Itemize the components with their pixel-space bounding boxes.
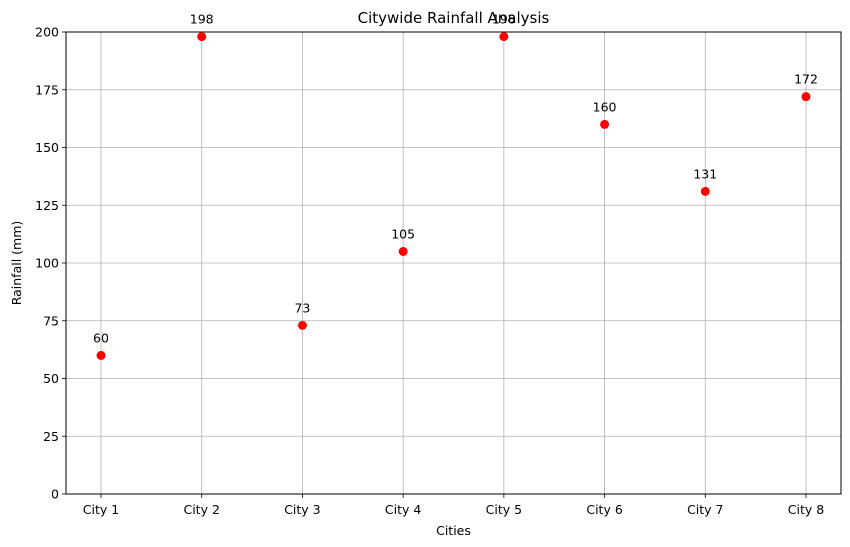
y-tick-label: 75	[43, 313, 59, 328]
data-labels: 60 198 73 105 198 160 131 172	[93, 12, 818, 346]
data-label: 131	[693, 166, 717, 181]
y-tick-label: 125	[35, 198, 59, 213]
y-tick-label: 175	[35, 82, 59, 97]
x-tick-label: City 7	[687, 502, 723, 517]
data-label: 73	[294, 300, 310, 315]
data-point	[600, 119, 610, 129]
y-tick-label: 50	[43, 371, 59, 386]
y-tick-label: 150	[35, 140, 59, 155]
data-label: 105	[391, 226, 415, 241]
x-tick-label: City 3	[284, 502, 320, 517]
data-label: 198	[492, 12, 516, 27]
data-point	[398, 246, 408, 256]
data-label: 60	[93, 330, 109, 345]
y-tick-label: 25	[43, 429, 59, 444]
data-points	[96, 32, 811, 360]
data-point	[499, 32, 509, 42]
chart-title: Citywide Rainfall Analysis	[358, 9, 550, 27]
x-tick-label: City 6	[586, 502, 622, 517]
y-tick-label: 200	[35, 25, 59, 40]
x-tick-label: City 4	[385, 502, 421, 517]
x-tick-label: City 2	[183, 502, 219, 517]
y-tick-label: 100	[35, 256, 59, 271]
x-tick-label: City 1	[83, 502, 119, 517]
data-point	[197, 32, 207, 42]
y-axis-ticks: 0 25 50 75 100 125 150 175 200	[35, 25, 66, 502]
data-label: 160	[593, 99, 617, 114]
x-tick-label: City 8	[788, 502, 824, 517]
y-axis-label: Rainfall (mm)	[9, 221, 24, 306]
grid-lines	[66, 31, 841, 495]
x-tick-label: City 5	[486, 502, 522, 517]
data-label: 172	[794, 72, 818, 87]
y-tick-label: 0	[51, 487, 59, 502]
data-point	[297, 320, 307, 330]
x-axis-ticks: City 1 City 2 City 3 City 4 City 5 City 6 City…	[83, 494, 824, 517]
data-point	[700, 186, 710, 196]
data-point	[96, 350, 106, 360]
data-point	[801, 92, 811, 102]
data-label: 198	[190, 12, 214, 27]
x-axis-label: Cities	[436, 523, 471, 538]
